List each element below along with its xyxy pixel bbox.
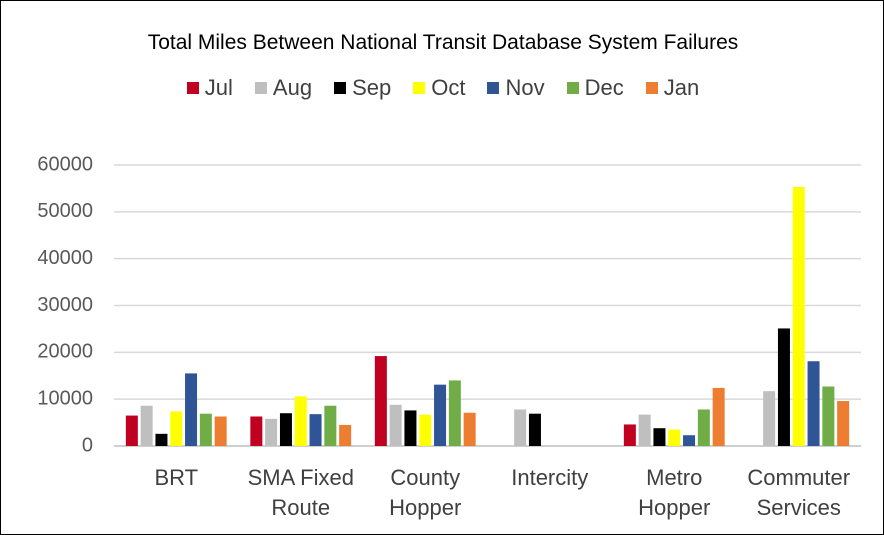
bar (185, 373, 198, 446)
y-tick-label: 20000 (37, 341, 93, 363)
bar (807, 361, 820, 446)
bar (777, 328, 790, 446)
bar (668, 429, 681, 446)
bar (463, 412, 476, 446)
legend-swatch (334, 82, 347, 94)
legend-item: Dec (566, 75, 624, 101)
bar (638, 414, 651, 446)
bar (792, 187, 805, 447)
chart-title: Total Miles Between National Transit Dat… (147, 31, 739, 54)
bar (837, 401, 850, 446)
x-tick-label: SMA Fixed Route (247, 465, 354, 520)
legend-swatch (413, 82, 426, 94)
bar (419, 414, 432, 446)
bar (309, 414, 322, 446)
bar (623, 424, 636, 446)
bar (324, 405, 337, 446)
bar (683, 435, 696, 446)
bar (170, 411, 183, 446)
legend-label: Aug (272, 75, 313, 100)
legend-label: Sep (352, 75, 392, 100)
x-tick-label: BRT (154, 465, 199, 490)
x-tick-label: Intercity (511, 465, 589, 490)
legend-swatch (645, 82, 658, 94)
bar (712, 387, 725, 446)
bar (214, 416, 227, 446)
legend-item: Jul (186, 75, 233, 101)
bar (514, 409, 527, 446)
legend-label: Nov (505, 75, 545, 100)
y-tick-label: 40000 (37, 247, 93, 269)
legend-swatch (186, 82, 199, 94)
bar (822, 386, 835, 446)
legend: Jul Aug Sep Oct Nov Dec Jan (1, 75, 883, 101)
legend-swatch (566, 82, 579, 94)
bar (374, 356, 387, 446)
bar (763, 391, 776, 446)
legend-label: Jan (663, 75, 700, 100)
y-tick-label: 50000 (37, 200, 93, 222)
bar (528, 413, 541, 446)
bar (125, 415, 138, 446)
legend-label: Dec (584, 75, 624, 100)
bar (389, 404, 402, 446)
legend-swatch (487, 82, 500, 94)
bar (434, 384, 447, 446)
legend-item: Sep (334, 75, 391, 101)
x-tick-label: Commuter Services (747, 465, 851, 520)
y-tick-label: 60000 (37, 153, 93, 175)
bar (265, 418, 278, 446)
bar (404, 410, 417, 446)
y-tick-label: 30000 (37, 294, 93, 316)
legend-item: Nov (487, 75, 545, 101)
x-tick-label: Metro Hopper (638, 465, 711, 520)
legend-item: Aug (254, 75, 313, 101)
bar (199, 413, 212, 446)
legend-label: Oct (431, 75, 466, 100)
bar (155, 433, 168, 446)
bar (339, 424, 352, 446)
bar (697, 409, 710, 446)
legend-item: Oct (413, 75, 465, 101)
bar (294, 396, 307, 446)
bar (279, 413, 292, 446)
bar (448, 380, 461, 446)
bar (653, 428, 666, 446)
legend-label: Jul (204, 75, 233, 100)
y-tick-label: 0 (82, 434, 93, 456)
bar (250, 416, 263, 446)
bar (140, 405, 153, 446)
legend-item: Jan (645, 75, 700, 101)
y-tick-label: 10000 (37, 387, 93, 409)
x-tick-label: County Hopper (389, 465, 462, 520)
legend-swatch (254, 82, 267, 94)
